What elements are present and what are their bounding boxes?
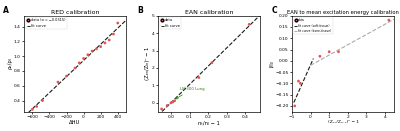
Point: [34, 105, 40, 107]
Point: [76, 62, 82, 64]
Point: [93, 48, 100, 50]
Point: [39, 99, 46, 102]
Point: [63, 75, 70, 77]
Text: LN-300 Lung: LN-300 Lung: [176, 87, 205, 99]
Legend: data, fit curve: data, fit curve: [160, 17, 181, 29]
Title: RED calibration: RED calibration: [51, 10, 99, 15]
Legend: data (α = −0.0315), fit curve: data (α = −0.0315), fit curve: [26, 17, 67, 29]
Y-axis label: I/I₀: I/I₀: [269, 60, 274, 67]
Y-axis label: (Zₑₙ/Zₗₙ)ⁿ − 1: (Zₑₙ/Zₗₙ)ⁿ − 1: [145, 47, 150, 80]
Point: [114, 22, 121, 24]
Point: [80, 57, 87, 59]
Point: [386, 19, 392, 21]
Point: [317, 55, 323, 57]
Text: B: B: [137, 6, 143, 15]
Point: [168, 102, 174, 104]
Title: EAN to mean excitation energy calibration: EAN to mean excitation energy calibratio…: [287, 10, 399, 15]
Point: [102, 42, 108, 44]
Point: [292, 105, 298, 107]
Y-axis label: ρₑ/ρₗ: ρₑ/ρₗ: [7, 58, 12, 69]
Point: [72, 67, 78, 69]
Point: [246, 23, 252, 25]
Point: [295, 80, 302, 82]
Point: [297, 82, 304, 84]
Point: [85, 54, 91, 56]
Point: [98, 46, 104, 48]
X-axis label: ΔHU: ΔHU: [69, 120, 81, 125]
Point: [106, 39, 112, 41]
Point: [326, 51, 332, 53]
Point: [55, 81, 61, 83]
Text: C: C: [272, 6, 277, 15]
Point: [164, 104, 170, 107]
X-axis label: (Zₑₙ/Zₗₙ ₑ)ⁿ − 1: (Zₑₙ/Zₗₙ ₑ)ⁿ − 1: [328, 120, 359, 124]
Point: [89, 50, 95, 52]
Point: [196, 77, 202, 79]
Point: [110, 33, 117, 35]
Point: [209, 62, 215, 64]
Point: [172, 100, 178, 102]
Point: [170, 101, 176, 103]
Point: [29, 108, 36, 110]
Title: EAN calibration: EAN calibration: [185, 10, 233, 15]
Text: A: A: [3, 6, 9, 15]
Point: [335, 51, 342, 53]
X-axis label: nₜ/nₗ − 1: nₜ/nₗ − 1: [198, 120, 220, 125]
Legend: data, fit curve (soft-tissue), fit curve (bone-tissue): data, fit curve (soft-tissue), fit curve…: [294, 17, 332, 34]
Point: [158, 108, 165, 110]
